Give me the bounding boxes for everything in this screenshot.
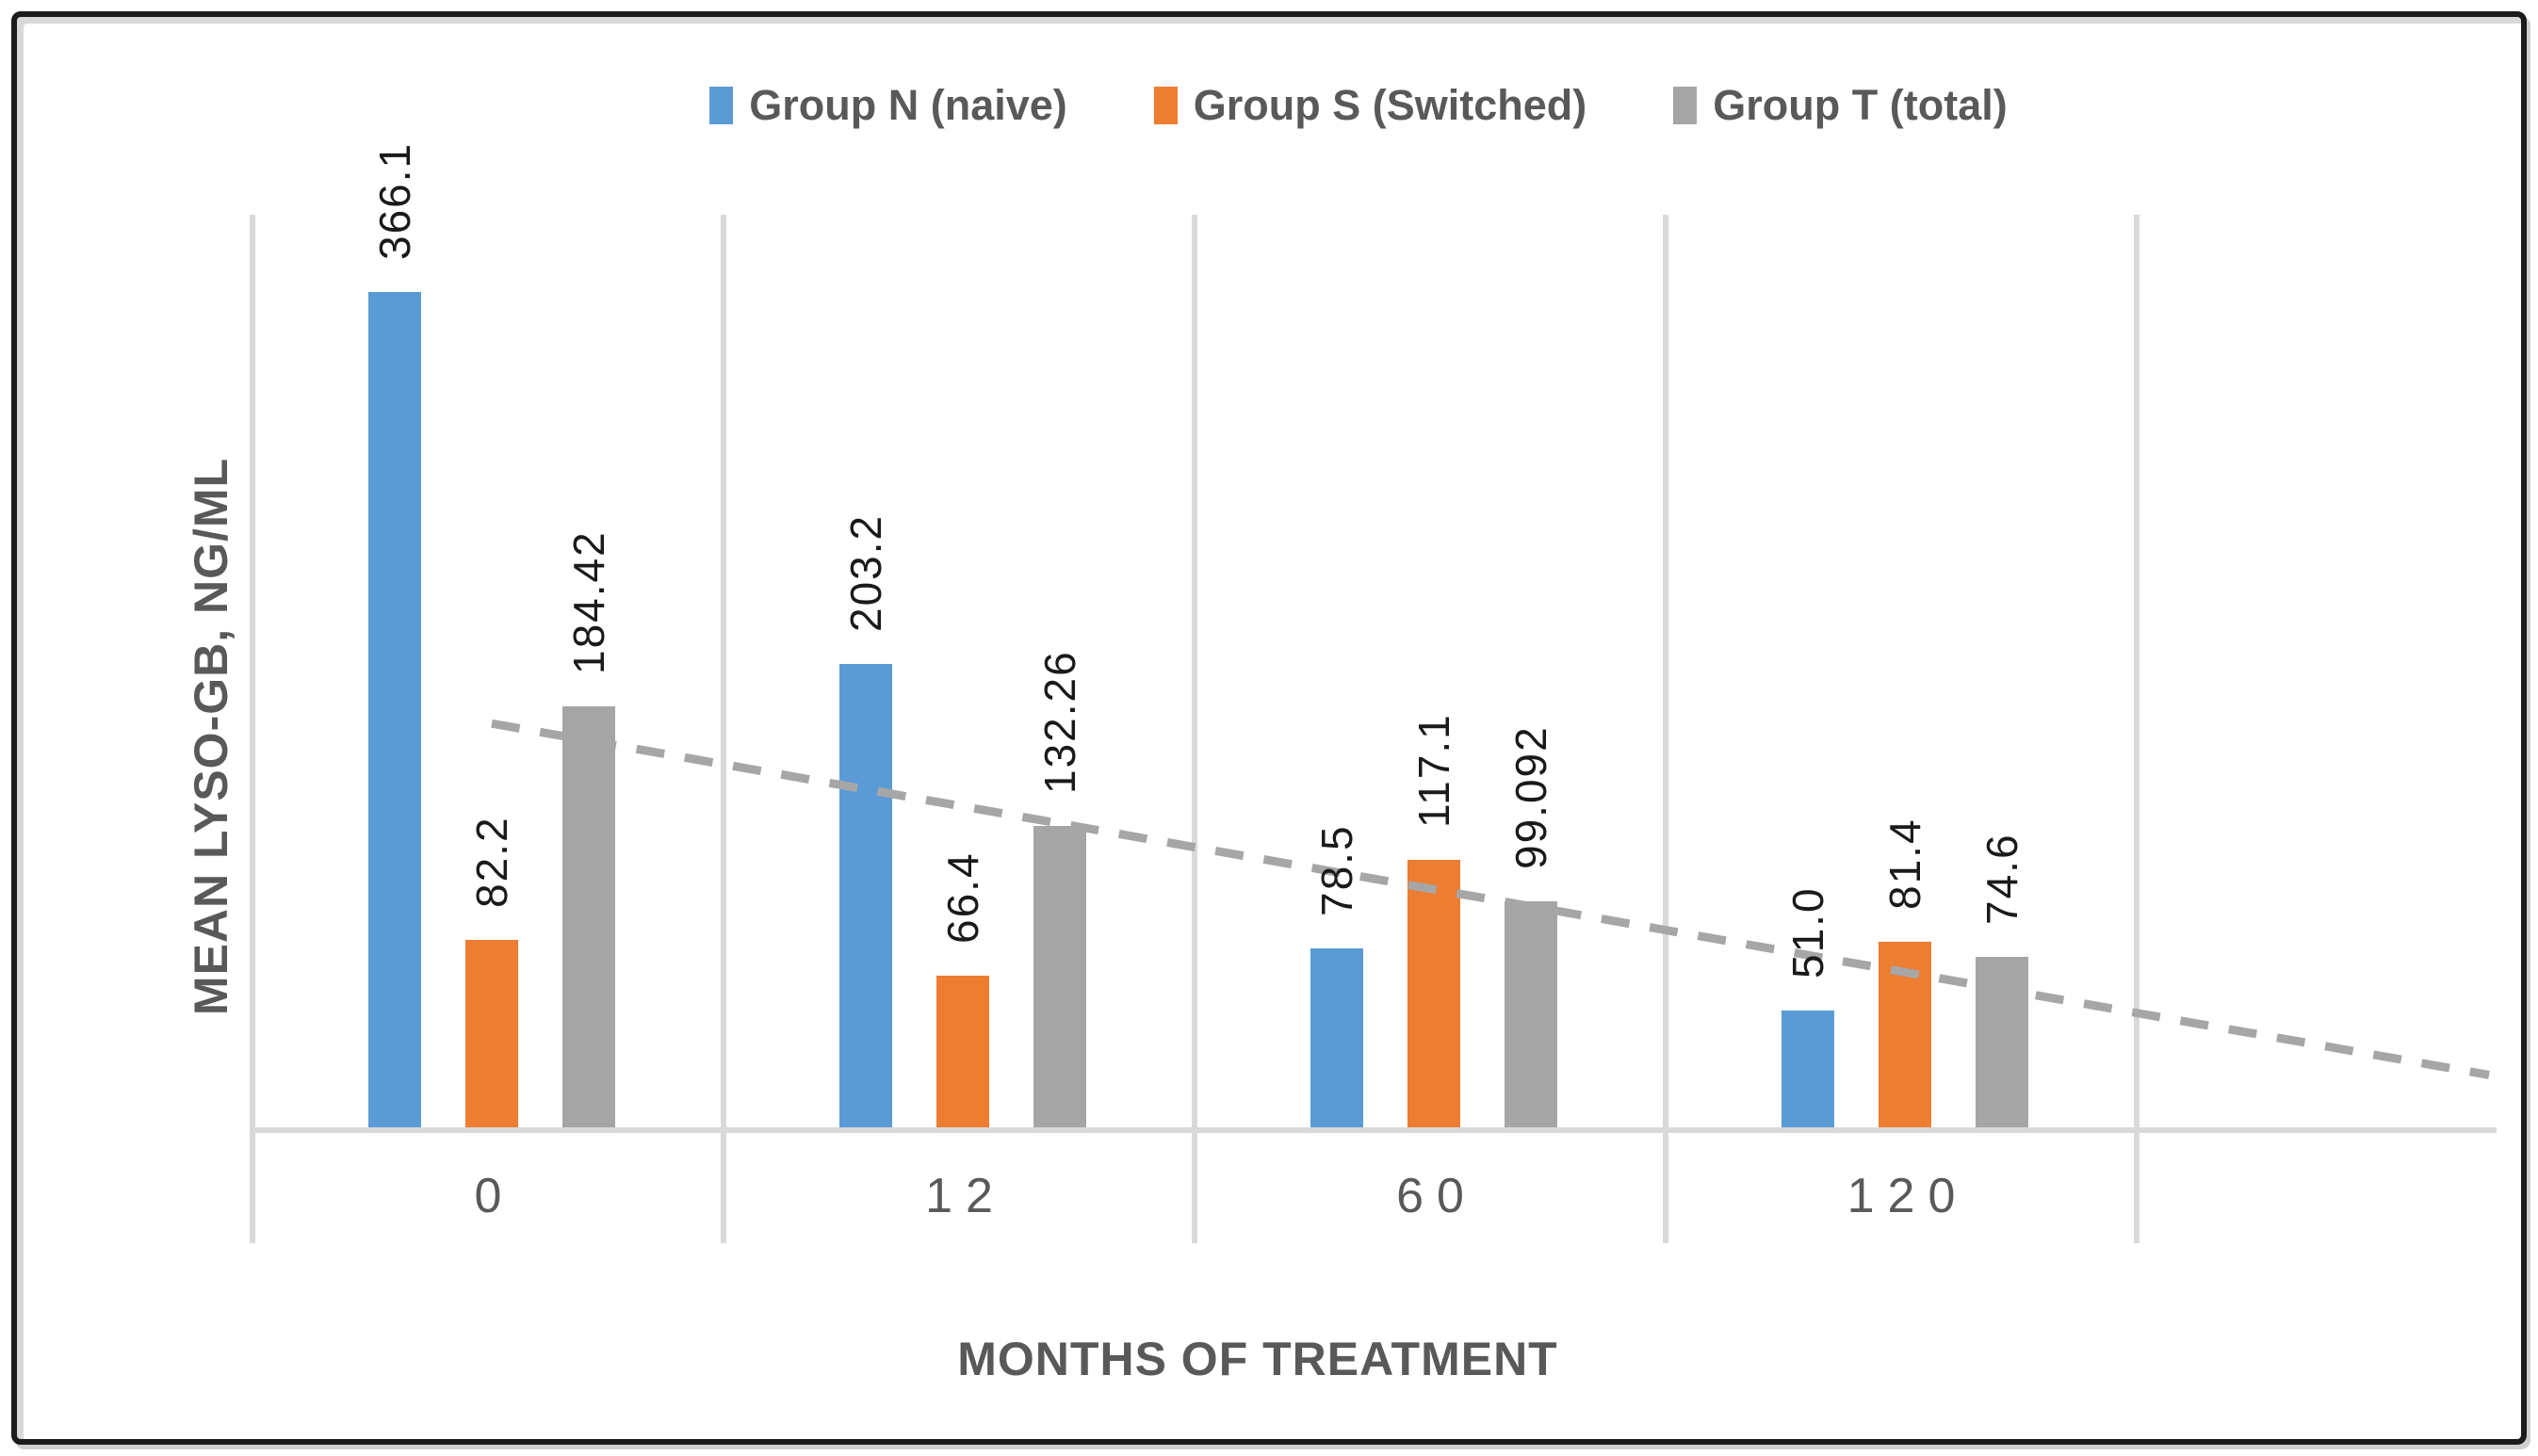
x-axis-title: MONTHS OF TREATMENT: [957, 1333, 1558, 1385]
category-gridline: [2134, 215, 2139, 1243]
legend-label-group-n: Group N (naive): [749, 81, 1067, 129]
y-axis-line: [250, 215, 255, 1243]
bar-group-s-switched-month-60: [1407, 860, 1460, 1127]
legend-item-group-s: Group S (Switched): [1153, 81, 1587, 130]
data-label: 51.0: [1783, 886, 1832, 979]
bar-group-s-switched-month-12: [936, 976, 989, 1127]
bar-group-n-naive-month-60: [1310, 947, 1363, 1127]
legend-item-group-n: Group N (naive): [709, 81, 1067, 130]
legend-item-group-t: Group T (total): [1673, 81, 2008, 130]
legend: Group N (naive) Group S (Switched) Group…: [179, 75, 2538, 136]
bar-group-n-naive-month-0: [368, 292, 421, 1127]
data-label: 132.26: [1035, 649, 1084, 794]
data-label: 117.1: [1409, 713, 1458, 829]
bar-group-s-switched-month-120: [1879, 941, 1931, 1127]
bar-group-t-total-month-60: [1505, 900, 1557, 1127]
data-label: 74.6: [1977, 833, 2026, 926]
bar-group-t-total-month-12: [1033, 825, 1086, 1127]
data-label: 78.5: [1312, 824, 1361, 916]
x-axis-line: [252, 1127, 2497, 1133]
x-tick-label: 0: [474, 1169, 515, 1223]
data-label: 203.2: [841, 513, 890, 632]
category-gridline: [1192, 215, 1197, 1243]
category-gridline: [1663, 215, 1668, 1243]
x-tick-label: 12: [925, 1169, 1006, 1223]
x-tick-label: 60: [1396, 1169, 1477, 1223]
data-label: 366.1: [370, 141, 419, 261]
data-label: 184.42: [564, 530, 613, 675]
bar-group-n-naive-month-12: [839, 663, 892, 1127]
legend-label-group-s: Group S (Switched): [1193, 81, 1587, 129]
data-label: 81.4: [1880, 817, 1929, 910]
legend-marker-group-t-icon: [1673, 87, 1698, 124]
legend-label-group-t: Group T (total): [1713, 81, 2008, 129]
trendline-dashes: [491, 719, 2490, 1079]
x-tick-label: 120: [1847, 1169, 1969, 1223]
bar-group-t-total-month-0: [562, 706, 615, 1127]
category-gridline: [721, 215, 726, 1243]
legend-marker-group-n-icon: [709, 87, 734, 124]
data-label: 82.2: [467, 816, 516, 908]
bar-group-s-switched-month-0: [465, 939, 518, 1127]
bar-group-n-naive-month-120: [1781, 1011, 1834, 1127]
data-label: 66.4: [938, 851, 987, 945]
bar-group-t-total-month-120: [1976, 957, 2028, 1127]
legend-marker-group-s-icon: [1153, 87, 1178, 124]
data-label: 99.092: [1506, 725, 1555, 869]
